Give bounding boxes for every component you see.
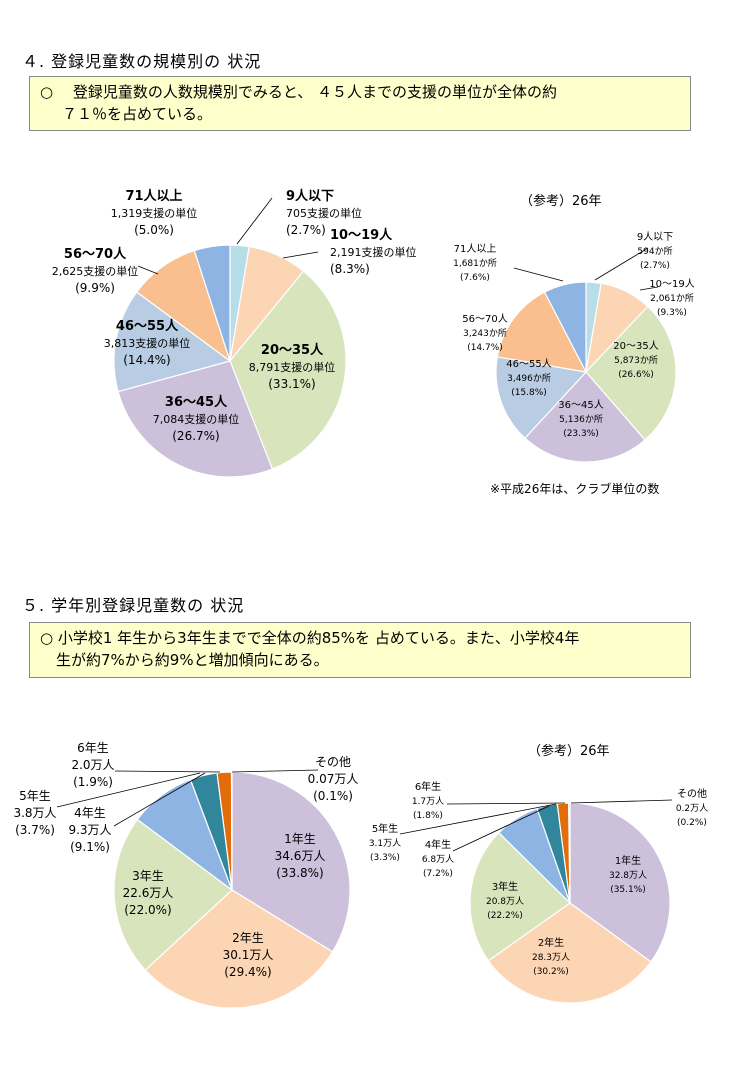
section5-summary-box: ○ 小学校1 年生から3年生までで全体の約85%を 占めている。また、小学校4年…: [29, 622, 691, 678]
pie-4-leader-1: [452, 805, 550, 852]
pie-1-leader-2: [282, 251, 319, 259]
pie-3-slice-7: [230, 771, 233, 891]
pie-1-slice-4: [117, 360, 274, 478]
pie-1-slice-5: [113, 291, 232, 393]
section5-heading: ５. 学年別登録児童数の 状況: [22, 596, 245, 615]
pie-2-label-6: 56～70人 3,243か所(14.7%): [462, 313, 507, 353]
pie-1-label-3: 20～35人 8,791支援の単位(33.1%): [249, 342, 336, 391]
pie-3-leader-2: [56, 772, 201, 808]
pie-2-slice-7: [543, 281, 587, 373]
pie-2-slice-6: [496, 291, 588, 373]
pie-4-label-1: 1年生 32.8万人(35.1%): [609, 854, 647, 895]
pie-2-label-3: 20～35人 5,873か所(26.6%): [613, 340, 658, 380]
section5-summary-line1: ○ 小学校1 年生から3年生までで全体の約85%を 占めている。また、小学校4年: [40, 629, 580, 647]
pie-2-slice-3: [585, 305, 677, 441]
section4-heading: ４. 登録児童数の規模別の 状況: [22, 52, 262, 71]
pie-3-label-5: 5年生 3.8万人(3.7%): [13, 789, 56, 837]
pie-3-slice-2: [144, 889, 334, 1009]
pie-4-slice-1: [569, 802, 671, 963]
pie-1-label-5: 46～55人 3,813支援の単位(14.4%): [104, 318, 191, 367]
pie-1-slice-6: [135, 249, 232, 363]
pie-4-slice-2: [487, 902, 652, 1004]
pie-3-slice-1: [231, 771, 351, 953]
pie-4-label-6: 6年生 1.7万人(1.8%): [412, 780, 444, 821]
pie-1-leader-6: [137, 265, 159, 275]
pie-4-label-7: その他 0.2万人(0.2%): [676, 787, 708, 828]
pie-chart-2: 9人以下 594か所(2.7%) 10～19人 2,061か所(9.3%) 20～35人…: [453, 231, 695, 463]
pie-3-label-7: その他 0.07万人(0.1%): [308, 755, 359, 803]
pie-3-slice-3: [113, 818, 233, 971]
pie-3-label-3: 3年生 22.6万人(22.0%): [123, 869, 174, 917]
pie-2-leader-1: [594, 247, 649, 281]
pie-4-leader-7: [570, 799, 673, 804]
pie-1-label-2: 10～19人 2,191支援の単位(8.3%): [330, 227, 417, 276]
section4-ref-title: （参考）26年: [520, 194, 602, 209]
pie-4-slice-3: [469, 831, 571, 962]
pie-2-leader-7: [513, 267, 564, 282]
pie-1-slice-7: [193, 244, 231, 362]
pie-chart-3: 1年生 34.6万人(33.8%) 2年生 30.1万人(29.4%) 3年生 22.6万…: [13, 741, 359, 1009]
pie-2-label-1: 9人以下 594か所(2.7%): [637, 231, 673, 271]
pie-2-label-7: 71人以上 1,681か所(7.6%): [453, 243, 497, 283]
pie-1-label-1: 9人以下 705支援の単位(2.7%): [286, 188, 362, 237]
section5-summary-line2: 生が約7%から約9%と増加傾向にある。: [56, 651, 329, 669]
section4-summary-box: ○ 登録児童数の人数規模別でみると、 ４５人までの支援の単位が全体の約 ７１％を…: [29, 76, 691, 131]
pie-2-label-5: 46～55人 3,496か所(15.8%): [506, 358, 551, 398]
section4-ref-note: ※平成26年は、クラブ単位の数: [490, 482, 660, 496]
pie-4-label-4: 4年生 6.8万人(7.2%): [422, 838, 454, 879]
pie-4-leader-2: [399, 803, 557, 835]
pie-3-label-2: 2年生 30.1万人(29.4%): [223, 931, 274, 979]
pie-3-leader-1: [113, 772, 206, 827]
pie-1-label-7: 71人以上 1,319支援の単位(5.0%): [111, 188, 198, 237]
pie-1-label-6: 56～70人 2,625支援の単位(9.9%): [52, 246, 139, 295]
pie-chart-4: 1年生 32.8万人(35.1%) 2年生 28.3万人(30.2%)3年生 20.8万…: [369, 780, 708, 1004]
pie-2-slice-5: [495, 356, 588, 439]
pie-1-label-4: 36～45人 7,084支援の単位(26.7%): [153, 394, 240, 443]
pie-2-label-2: 10～19人 2,061か所(9.3%): [649, 278, 694, 318]
pie-3-label-6: 6年生 2.0万人(1.9%): [71, 741, 114, 789]
pie-chart-1: 9人以下 705支援の単位(2.7%) 10～19人 2,191支援の単位(8.3%)…: [52, 188, 417, 478]
pie-4-label-5: 5年生 3.1万人(3.3%): [369, 822, 401, 863]
pie-2-slice-4: [524, 371, 646, 463]
pie-4-slice-7: [568, 802, 571, 904]
section5-ref-title: （参考）26年: [528, 744, 610, 759]
pie-1-slice-3: [229, 270, 347, 470]
pie-3-leader-3: [114, 770, 221, 773]
section4-summary-line2: ７１％を占めている。: [62, 105, 213, 123]
pie-4-label-3: 3年生 20.8万人(22.2%): [486, 880, 524, 921]
pie-1-leader-1: [236, 197, 273, 245]
pie-2-leader-2: [639, 286, 659, 291]
pie-4-leader-3: [446, 802, 566, 805]
pie-3-label-1: 1年生 34.6万人(33.8%): [275, 832, 326, 880]
pie-2-label-4: 36～45人 5,136か所(23.3%): [558, 399, 603, 439]
pie-3-label-4: 4年生 9.3万人(9.1%): [68, 806, 111, 854]
section4-summary-line1: ○ 登録児童数の人数規模別でみると、 ４５人までの支援の単位が全体の約: [40, 83, 558, 101]
pie-3-leader-7: [231, 769, 319, 773]
pie-4-label-2: 2年生 28.3万人(30.2%): [532, 936, 570, 977]
